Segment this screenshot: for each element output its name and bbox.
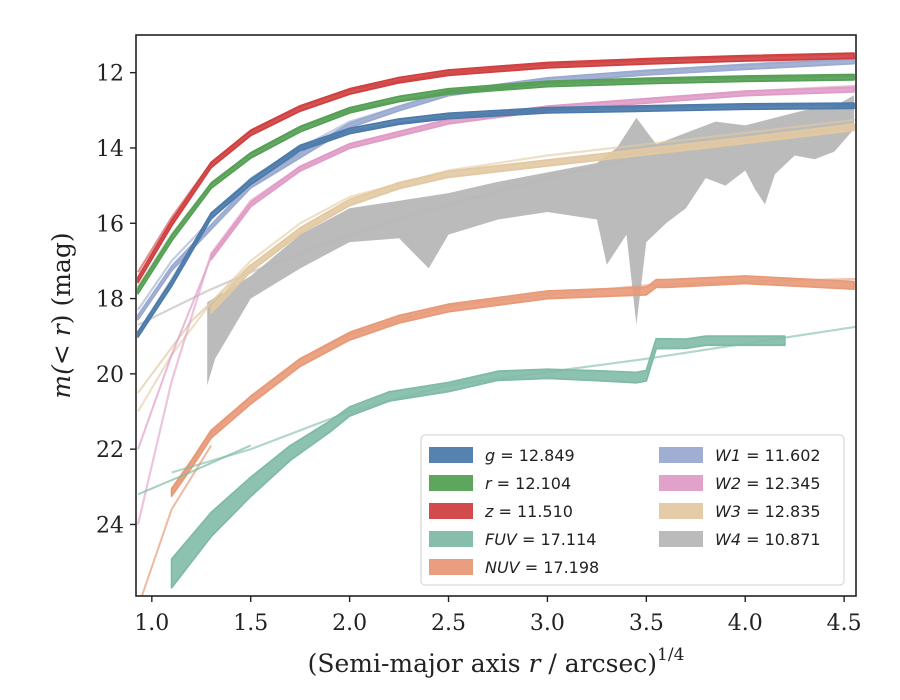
legend-entry-z: z = 11.510 [429,502,573,521]
legend-label: NUV = 17.198 [485,558,599,577]
legend-swatch [429,447,473,463]
y-tick-label: 16 [96,212,124,237]
legend-label: r = 12.104 [485,474,571,493]
x-tick-label: 4.0 [728,611,763,636]
x-tick-label: 1.0 [134,611,169,636]
legend-swatch [429,531,473,547]
legend-swatch [429,503,473,519]
series-nuv [140,275,856,596]
legend-entry-fuv: FUV = 17.114 [429,530,596,549]
y-tick-label: 14 [96,137,124,162]
legend-label: z = 11.510 [484,502,573,521]
legend-label: W2 = 12.345 [715,474,821,493]
series-layer [136,52,856,596]
ticks-layer: 1.0 1.5 2.0 2.5 3.0 3.5 4.0 4.5 12 14 16 18 20 22 24 [96,62,862,636]
series-z-measured-band [137,52,855,284]
legend-swatch [429,475,473,491]
series-w2-extension-line [137,256,213,450]
legend-label: FUV = 17.114 [485,530,596,549]
legend-entry-w2: W2 = 12.345 [659,474,821,493]
series-nuv-extension-line [140,444,213,596]
series-g [137,102,855,338]
legend-label: g = 12.849 [485,446,575,465]
series-w2 [136,84,856,525]
series-g-measured-band [137,102,855,338]
legend-label: W3 = 12.835 [715,502,821,521]
axes-frame [135,34,857,597]
series-r-measured-band [137,73,855,295]
x-axis-label: (Semi-major axis r / arcsec)1/4 [308,645,685,678]
legend-swatch [659,503,703,519]
legend-swatch [659,475,703,491]
legend-label: W1 = 11.602 [715,446,821,465]
y-tick-label: 18 [96,288,124,313]
x-tick-label: 3.5 [629,611,664,636]
legend-entry-r: r = 12.104 [429,474,571,493]
x-tick-label: 4.5 [827,611,862,636]
x-tick-label: 3.0 [530,611,565,636]
y-tick-label: 24 [96,513,124,538]
series-fuv-measured-band [170,335,786,589]
legend-label: W4 = 10.871 [715,530,821,549]
legend-swatch [659,531,703,547]
series-w2-measured-band [210,86,855,261]
y-tick-label: 20 [96,363,124,388]
legend-entry-w3: W3 = 12.835 [659,502,821,521]
legend-entry-w1: W1 = 11.602 [659,446,821,465]
legend-entry-g: g = 12.849 [429,446,575,465]
series-z [137,52,855,284]
x-tick-label: 1.5 [233,611,268,636]
series-w3-measured-band [210,123,855,314]
legend-entry-w4: W4 = 10.871 [659,530,821,549]
x-tick-label: 2.0 [332,611,367,636]
series-w1-measured-band [137,58,855,321]
series-nuv-measured-band [170,275,855,498]
legend: g = 12.849 r = 12.104 z = 11.510 FUV = 17.1… [420,434,845,586]
legend-swatch [429,559,473,575]
y-tick-label: 22 [96,438,124,463]
series-w1 [137,56,856,321]
y-axis-label: m(< r) (mag) [47,232,76,398]
series-fuv [137,325,856,589]
legend-box [420,434,845,586]
y-tick-label: 12 [96,62,124,87]
legend-swatch [659,447,703,463]
x-tick-label: 2.5 [431,611,466,636]
series-r [137,73,855,295]
series-w3-model-line [137,118,856,413]
legend-entry-nuv: NUV = 17.198 [429,558,599,577]
series-w4-band [207,95,854,386]
